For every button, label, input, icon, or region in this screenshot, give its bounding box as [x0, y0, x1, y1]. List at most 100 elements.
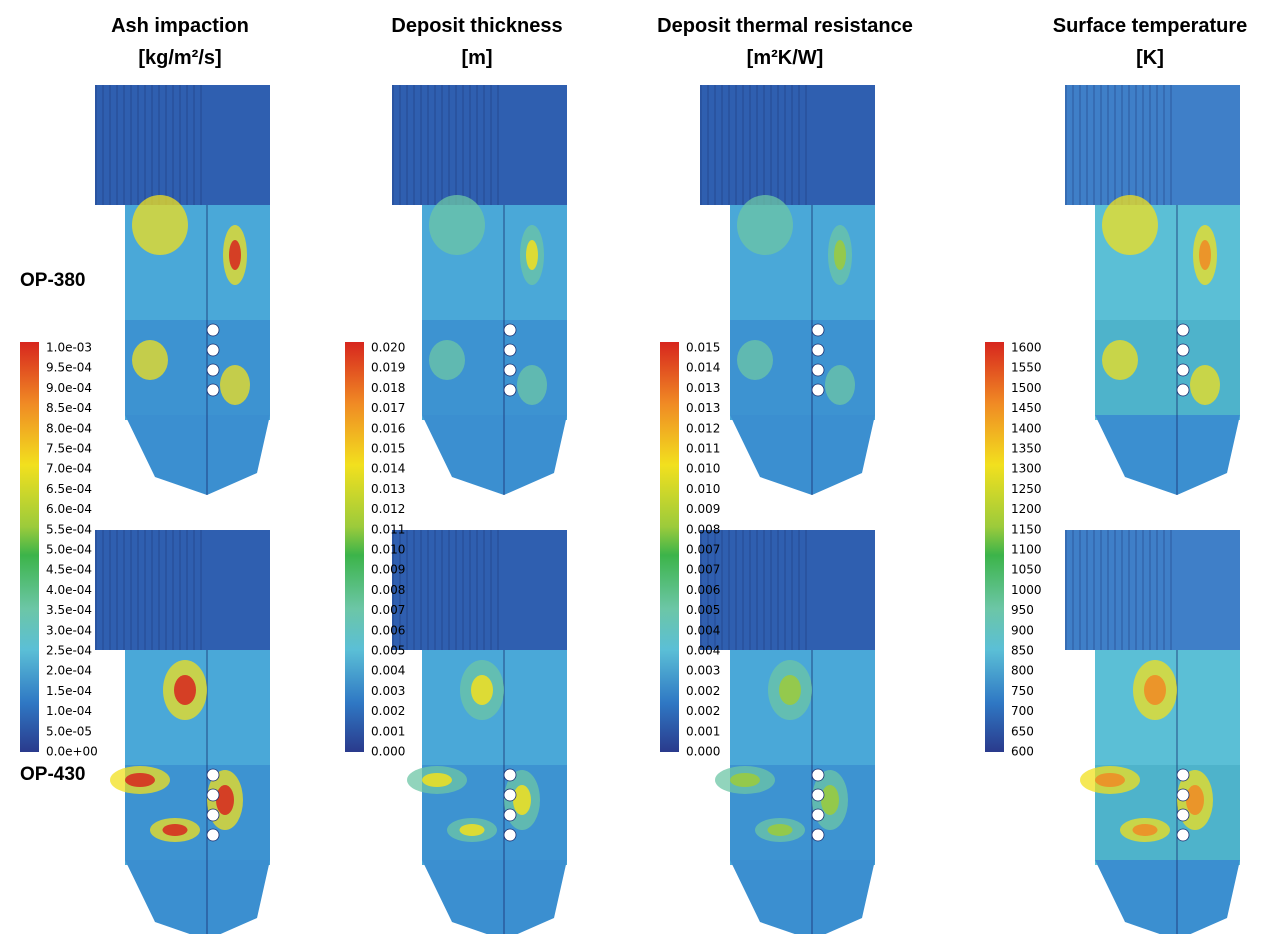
colorbar-label: 0.002: [686, 684, 720, 698]
colorbar-label: 0.000: [371, 745, 405, 759]
colorbar-label: 4.0e-04: [46, 583, 92, 597]
colorbar-label: 1550: [1011, 361, 1042, 375]
contour-core: [1133, 824, 1158, 836]
colorbar-label: 1250: [1011, 482, 1042, 496]
burner-port: [207, 324, 219, 336]
colorbar-label: 0.010: [371, 543, 405, 557]
boiler-contour: [700, 85, 875, 495]
burner-port: [504, 384, 516, 396]
colorbar-label: 1200: [1011, 502, 1042, 516]
hopper: [1095, 860, 1240, 934]
burner-port: [1177, 324, 1189, 336]
colorbar-label: 600: [1011, 745, 1034, 759]
hopper: [422, 415, 567, 495]
colorbar-label: 8.0e-04: [46, 421, 92, 435]
burner-port: [1177, 809, 1189, 821]
burner-port: [812, 789, 824, 801]
column-title: Surface temperature: [1053, 15, 1248, 37]
colorbar-label: 0.007: [686, 543, 720, 557]
contour-blob: [737, 340, 773, 380]
colorbar-label: 0.002: [371, 704, 405, 718]
tube-bank: [392, 530, 502, 650]
burner-port: [812, 829, 824, 841]
burner-port: [1177, 789, 1189, 801]
colorbar-label: 0.004: [686, 644, 720, 658]
colorbar-label: 0.011: [371, 522, 405, 536]
colorbar-label: 0.008: [686, 522, 720, 536]
tube-bank: [95, 530, 205, 650]
hopper: [730, 415, 875, 495]
colorbar-label: 8.5e-04: [46, 401, 92, 415]
contour-blob: [429, 195, 485, 255]
colorbar: [660, 342, 679, 752]
colorbar-label: 1.5e-04: [46, 684, 92, 698]
colorbar-label: 6.5e-04: [46, 482, 92, 496]
burner-port: [504, 789, 516, 801]
burner-port: [1177, 364, 1189, 376]
burner-port: [504, 344, 516, 356]
colorbar-label: 0.006: [686, 583, 720, 597]
column-title: Deposit thickness: [391, 15, 562, 37]
tube-bank: [95, 85, 205, 205]
colorbar-label: 850: [1011, 644, 1034, 658]
burner-port: [504, 829, 516, 841]
colorbar-label: 2.0e-04: [46, 664, 92, 678]
burner-port: [812, 384, 824, 396]
colorbar-label: 7.5e-04: [46, 442, 92, 456]
contour-core: [1144, 675, 1166, 705]
tube-bank: [392, 85, 502, 205]
contour-blob: [1102, 195, 1158, 255]
hopper: [125, 415, 270, 495]
burner-port: [812, 809, 824, 821]
contour-core: [422, 773, 452, 787]
colorbar-label: 1350: [1011, 442, 1042, 456]
contour-blob: [1102, 340, 1138, 380]
burner-port: [207, 829, 219, 841]
colorbar-label: 3.5e-04: [46, 603, 92, 617]
row-label: OP-380: [20, 270, 85, 291]
colorbar-label: 0.007: [371, 603, 405, 617]
colorbar-label: 4.5e-04: [46, 563, 92, 577]
burner-port: [1177, 384, 1189, 396]
hopper: [730, 860, 875, 934]
colorbar-label: 1100: [1011, 543, 1042, 557]
colorbar-label: 0.005: [686, 603, 720, 617]
colorbar-label: 9.0e-04: [46, 381, 92, 395]
hopper: [1095, 415, 1240, 495]
colorbar-label: 0.014: [371, 462, 405, 476]
colorbar-label: 0.007: [686, 563, 720, 577]
contour-core: [1186, 785, 1204, 815]
burner-port: [504, 324, 516, 336]
hopper: [422, 860, 567, 934]
colorbar-label: 0.008: [371, 583, 405, 597]
column-unit: [K]: [1136, 47, 1164, 69]
column-unit: [m]: [461, 47, 492, 69]
colorbar-label: 7.0e-04: [46, 462, 92, 476]
colorbar-label: 1300: [1011, 462, 1042, 476]
colorbar-label: 0.010: [686, 482, 720, 496]
contour-core: [471, 675, 493, 705]
column-unit: [kg/m²/s]: [138, 47, 221, 69]
burner-port: [207, 364, 219, 376]
burner-port: [1177, 344, 1189, 356]
burner-port: [812, 324, 824, 336]
boiler-contour: [95, 85, 270, 495]
colorbar: [985, 342, 1004, 752]
burner-port: [207, 769, 219, 781]
colorbar-label: 0.013: [686, 381, 720, 395]
colorbar-label: 750: [1011, 684, 1034, 698]
hopper: [125, 860, 270, 934]
colorbar-label: 1000: [1011, 583, 1042, 597]
colorbar-label: 1150: [1011, 522, 1042, 536]
colorbar-label: 0.004: [371, 664, 405, 678]
contour-core: [174, 675, 196, 705]
contour-core: [216, 785, 234, 815]
colorbar-label: 0.010: [686, 462, 720, 476]
tube-bank: [700, 85, 810, 205]
burner-port: [812, 769, 824, 781]
boiler-contour: [95, 530, 270, 934]
burner-port: [207, 384, 219, 396]
colorbar-label: 0.004: [686, 623, 720, 637]
boiler-contour: [1065, 530, 1240, 934]
colorbar-label: 5.5e-04: [46, 522, 92, 536]
